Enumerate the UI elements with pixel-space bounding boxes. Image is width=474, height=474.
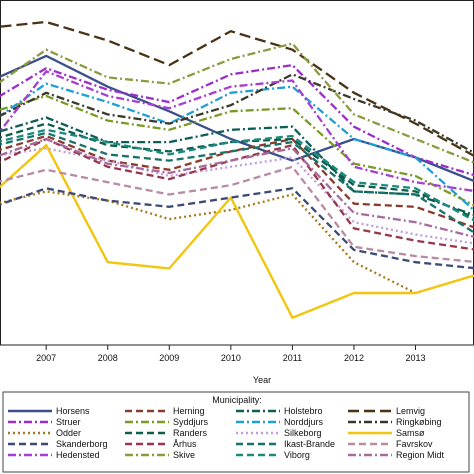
x-tick-label: 2011 (283, 353, 302, 363)
legend-label: Horsens (56, 406, 90, 416)
legend-label: Ringkøbing (396, 417, 442, 427)
series-line-lemvig (0, 20, 474, 158)
legend-items: Horsens Herning Holstebro Lemvig Struer Syddj… (8, 406, 445, 460)
legend-label: Region Midt (396, 450, 445, 460)
legend-label: Holstebro (284, 406, 323, 416)
x-tick-label: 2010 (221, 353, 241, 363)
series-line-horsens (0, 54, 474, 183)
series-line-norddjurs (0, 82, 474, 212)
legend-label: Norddjurs (284, 417, 324, 427)
series-line-herning (0, 134, 474, 229)
series-line-region-midt (0, 137, 474, 239)
series-line-skanderborg (0, 187, 474, 270)
series-line-randers (0, 122, 474, 219)
legend-title: Municipality: (212, 395, 262, 405)
legend-label: Odder (56, 428, 81, 438)
x-tick-label: 2013 (406, 353, 426, 363)
x-tick-label: 2008 (98, 353, 118, 363)
legend-label: Århus (173, 439, 197, 449)
series-line-samsø (0, 143, 474, 319)
legend-label: Randers (173, 428, 208, 438)
series-line-ikast-brande (0, 131, 474, 234)
series-line-holstebro (0, 116, 474, 217)
x-tick-label: 2009 (159, 353, 179, 363)
legend-label: Viborg (284, 450, 310, 460)
legend-label: Skive (173, 450, 195, 460)
x-axis-label: Year (253, 375, 271, 385)
series-line-favrskov (0, 165, 474, 264)
x-tick-label: 2007 (36, 353, 56, 363)
series-line-hedensted (0, 70, 474, 193)
legend-label: Herning (173, 406, 205, 416)
legend-label: Favrskov (396, 439, 433, 449)
series-line-odder (0, 190, 474, 295)
legend-label: Samsø (396, 428, 425, 438)
legend-label: Ikast-Brande (284, 439, 335, 449)
legend-label: Silkeborg (284, 428, 322, 438)
legend-label: Hedensted (56, 450, 100, 460)
x-tick-label: 2012 (344, 353, 364, 363)
series-line-viborg (0, 128, 474, 222)
x-axis: 2007 2008 2009 2010 2011 2012 2013 (36, 345, 426, 363)
legend-label: Skanderborg (56, 439, 108, 449)
series-line-syddjurs (0, 94, 474, 207)
legend: Municipality: Horsens Herning Holstebro Lem… (2, 391, 470, 473)
legend-label: Struer (56, 417, 81, 427)
legend-label: Syddjurs (173, 417, 209, 427)
series-line-ringkøbing (0, 73, 474, 155)
legend-label: Lemvig (396, 406, 425, 416)
series-line-silkeborg (0, 147, 474, 245)
plot-area (0, 0, 474, 346)
series-line-skive (0, 42, 474, 164)
series-line-struer (0, 63, 474, 177)
